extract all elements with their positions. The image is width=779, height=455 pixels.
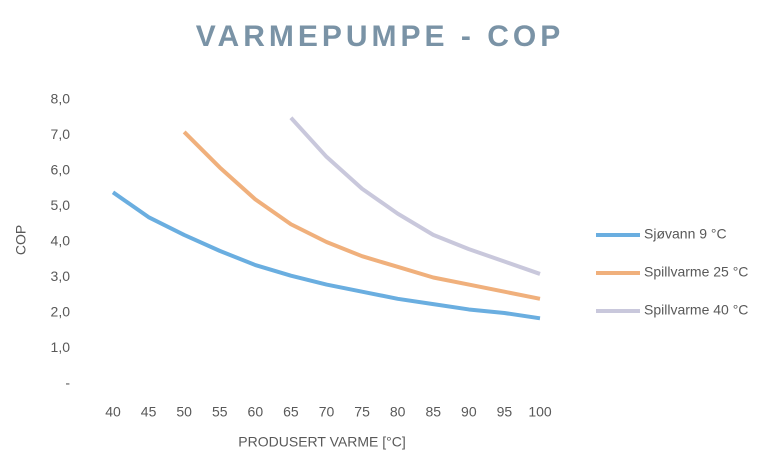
x-tick-label: 70	[319, 404, 335, 420]
y-tick-label: -	[65, 375, 70, 391]
y-tick-label: 3,0	[51, 268, 71, 284]
y-tick-label: 6,0	[51, 162, 71, 178]
x-tick-label: 100	[528, 404, 552, 420]
chart-title: VARMEPUMPE - COP	[196, 20, 564, 53]
x-axis-label: PRODUSERT VARME [°C]	[238, 434, 405, 450]
y-tick-label: 2,0	[51, 304, 71, 320]
y-tick-label: 1,0	[51, 339, 71, 355]
x-tick-label: 90	[461, 404, 477, 420]
legend-label: Spillvarme 40 °C	[644, 302, 748, 318]
x-tick-label: 60	[248, 404, 264, 420]
x-tick-label: 50	[176, 404, 192, 420]
legend-label: Spillvarme 25 °C	[644, 264, 748, 280]
y-tick-label: 5,0	[51, 197, 71, 213]
legend-label: Sjøvann 9 °C	[644, 226, 727, 242]
y-tick-label: 7,0	[51, 126, 71, 142]
series-line	[289, 116, 541, 276]
x-tick-label: 55	[212, 404, 228, 420]
series-line	[111, 190, 541, 321]
x-tick-label: 80	[390, 404, 406, 420]
y-axis-label: COP	[13, 225, 29, 255]
x-tick-label: 45	[141, 404, 157, 420]
series-line	[182, 130, 541, 301]
x-tick-label: 85	[425, 404, 441, 420]
x-tick-label: 65	[283, 404, 299, 420]
y-tick-label: 8,0	[51, 91, 71, 107]
x-tick-label: 75	[354, 404, 370, 420]
y-tick-label: 4,0	[51, 233, 71, 249]
x-tick-label: 40	[105, 404, 121, 420]
x-tick-label: 95	[497, 404, 513, 420]
